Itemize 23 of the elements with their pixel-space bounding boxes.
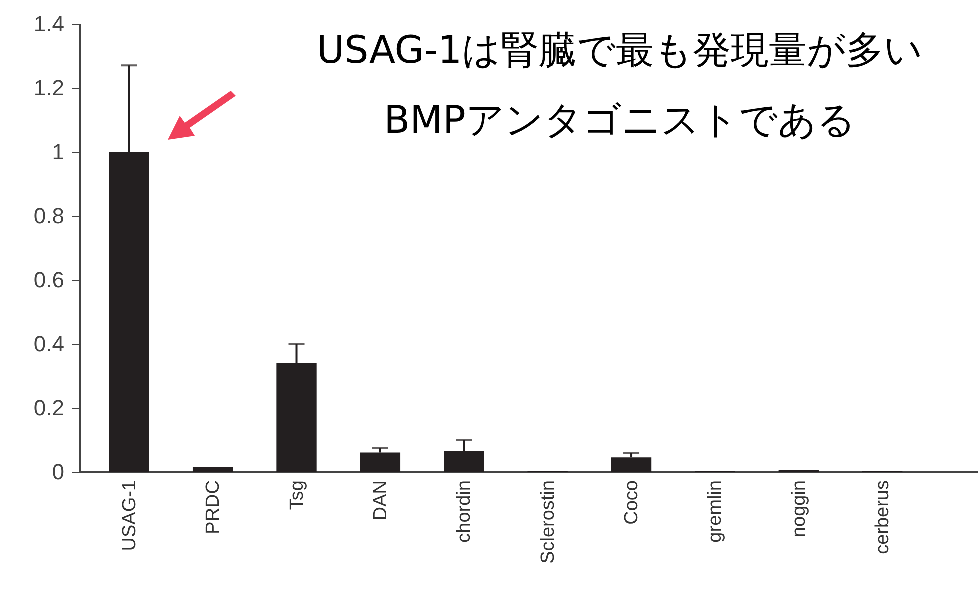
x-tick-label: Tsg [286,480,308,510]
y-tick-label: 1 [52,140,64,164]
x-tick-label: PRDC [203,480,224,534]
annotation: USAG-1は腎臓で最も発現量が多い [316,28,924,72]
y-tick-label: 1.2 [34,76,64,100]
bar [192,467,234,472]
x-tick-label: DAN [370,480,392,521]
y-tick-label: 0.4 [34,332,64,356]
y-tick-label: 0.2 [34,396,64,420]
bar [611,458,652,472]
x-tick-label: Sclerostin [538,480,559,564]
annotation: BMPアンタゴニストである [384,98,856,142]
x-tick-label: chordin [454,480,476,543]
x-tick-label: Coco [622,480,643,525]
y-tick-label: 0.6 [34,268,64,292]
y-tick-label: 0 [52,460,64,484]
y-tick-label: 1.4 [34,12,64,36]
bar [360,452,401,472]
x-tick-label: gremlin [705,480,726,543]
x-tick-label: USAG-1 [119,480,140,552]
x-tick-label: noggin [788,480,810,538]
x-tick-label: cerberus [872,480,894,554]
y-tick-label: 0.8 [34,204,64,228]
